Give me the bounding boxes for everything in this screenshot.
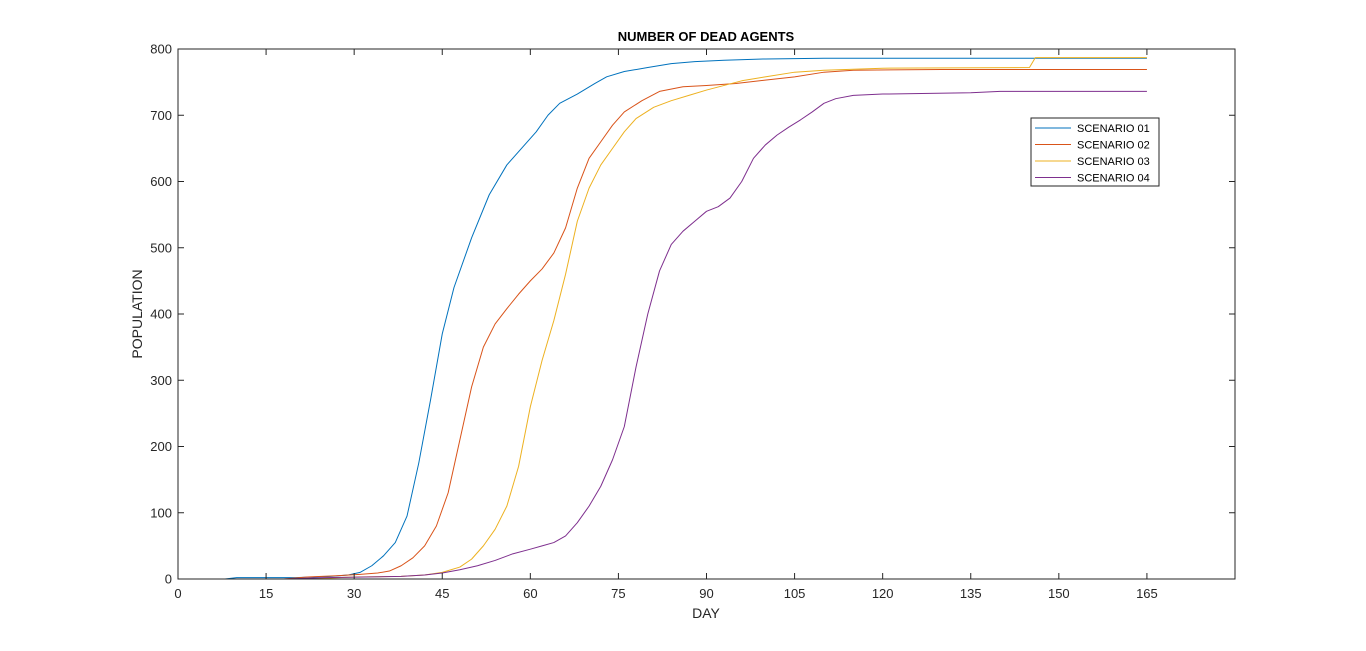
x-tick-label: 45 bbox=[435, 586, 449, 601]
legend-label-2: SCENARIO 02 bbox=[1077, 140, 1150, 152]
x-tick-label: 150 bbox=[1048, 586, 1070, 601]
x-tick-label: 120 bbox=[872, 586, 894, 601]
legend-label-3: SCENARIO 03 bbox=[1077, 156, 1150, 168]
legend-box bbox=[1030, 117, 1160, 187]
chart-title: NUMBER OF DEAD AGENTS bbox=[618, 29, 795, 44]
series-line-4 bbox=[178, 90, 1147, 580]
tick-layer bbox=[177, 48, 1235, 580]
y-tick-label: 800 bbox=[150, 42, 172, 57]
y-tick-label: 600 bbox=[150, 174, 172, 189]
x-tick-label: 75 bbox=[611, 586, 625, 601]
y-tick-label: 100 bbox=[150, 505, 172, 520]
x-tick-label: 105 bbox=[784, 586, 806, 601]
x-tick-label: 0 bbox=[174, 586, 181, 601]
legend-label-4: SCENARIO 04 bbox=[1077, 173, 1150, 185]
x-tick-label: 165 bbox=[1136, 586, 1158, 601]
x-axis-title: DAY bbox=[692, 605, 720, 621]
y-tick-label: 300 bbox=[150, 373, 172, 388]
y-tick-label: 700 bbox=[150, 108, 172, 123]
series-line-3 bbox=[178, 57, 1147, 580]
x-tick-label: 60 bbox=[523, 586, 537, 601]
legend: SCENARIO 01 SCENARIO 02 SCENARIO 03 SCENARI… bbox=[1030, 117, 1160, 187]
tick-label-layer: 0 15 30 45 60 75 90 105 120 135 150 165 0 100 200 300 40… bbox=[150, 42, 1157, 602]
y-tick-label: 400 bbox=[150, 307, 172, 322]
y-tick-label: 200 bbox=[150, 439, 172, 454]
x-tick-label: 15 bbox=[259, 586, 273, 601]
y-tick-label: 0 bbox=[165, 572, 172, 587]
x-tick-label: 135 bbox=[960, 586, 982, 601]
legend-label-1: SCENARIO 01 bbox=[1077, 123, 1150, 135]
y-tick-label: 500 bbox=[150, 240, 172, 255]
x-tick-label: 90 bbox=[699, 586, 713, 601]
x-tick-label: 30 bbox=[347, 586, 361, 601]
y-axis-title: POPULATION bbox=[129, 269, 145, 358]
